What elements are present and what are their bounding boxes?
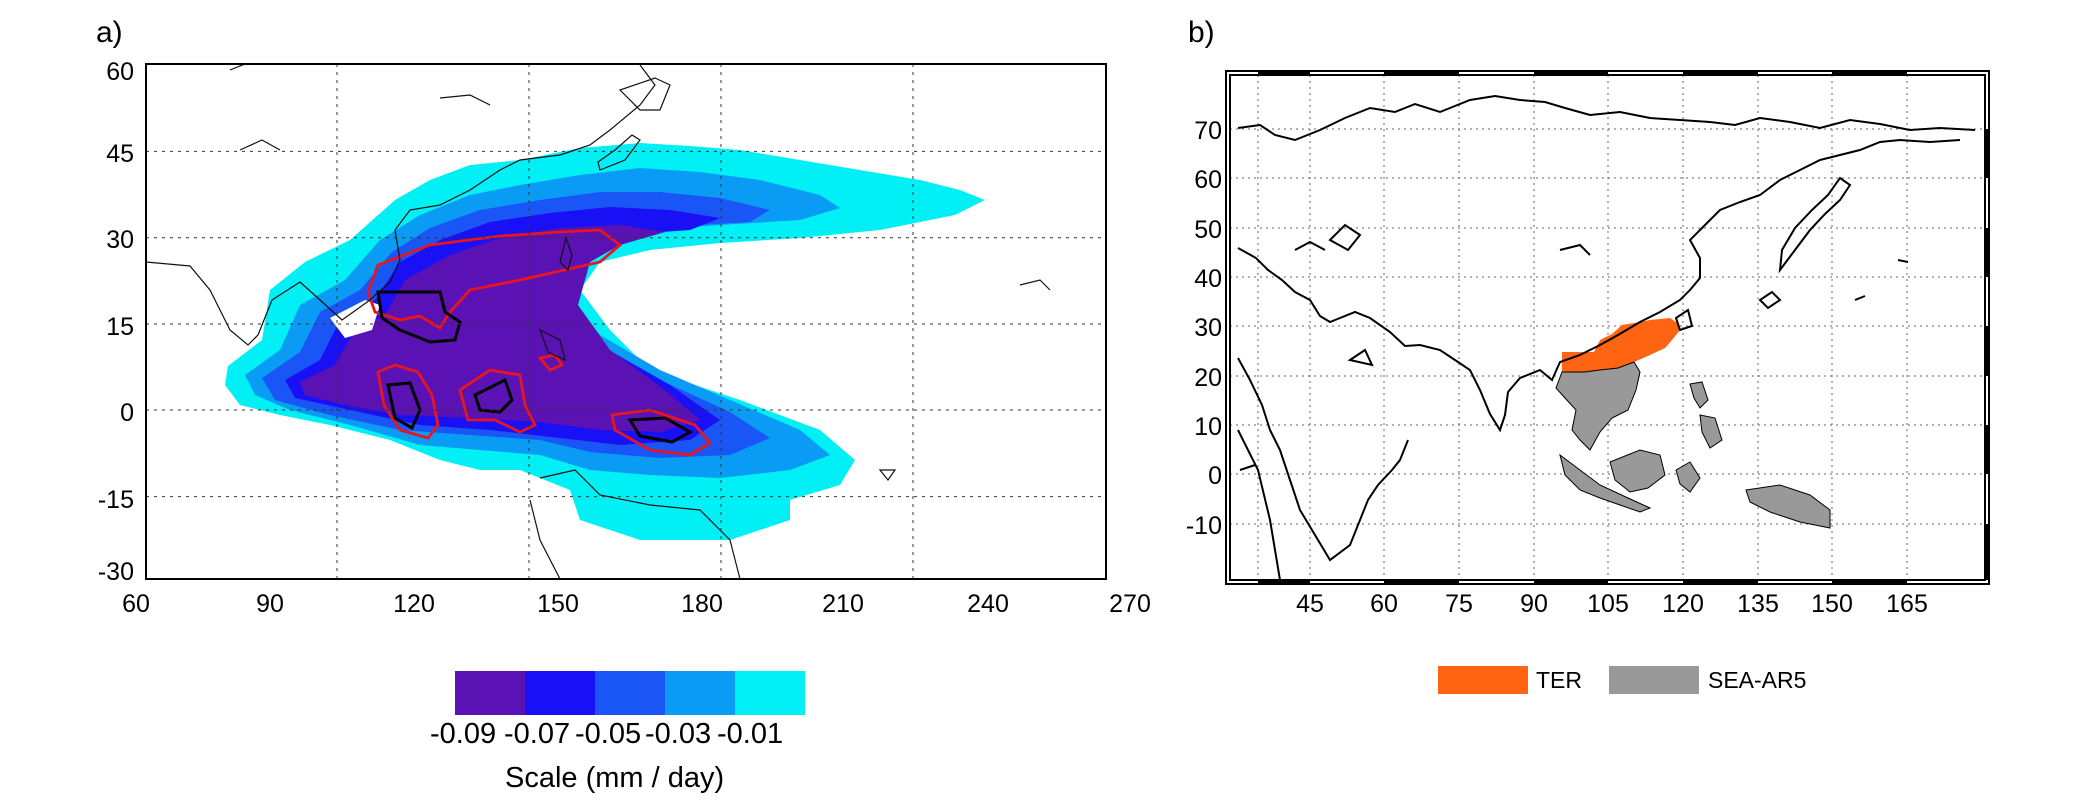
grid-b bbox=[1230, 75, 1985, 580]
panel-a-xtick: 180 bbox=[681, 590, 723, 618]
panel-b-ytick: 50 bbox=[1194, 216, 1222, 244]
inner-contours bbox=[376, 290, 694, 444]
panel-a-ytick: -30 bbox=[97, 558, 134, 586]
panel-b-ytick: 60 bbox=[1194, 166, 1222, 194]
panel-a-ytick: 0 bbox=[120, 399, 134, 427]
panel-b-xtick: 60 bbox=[1370, 590, 1398, 618]
panel-a-xtick: 120 bbox=[393, 590, 435, 618]
panel-a-frame bbox=[145, 63, 1107, 580]
legend-swatch-ter bbox=[1438, 666, 1528, 694]
panel-b-xtick: 75 bbox=[1445, 590, 1473, 618]
panel-a-xtick: 90 bbox=[256, 590, 284, 618]
coastlines-a bbox=[146, 64, 1051, 579]
colorbar-title: Scale (mm / day) bbox=[505, 762, 725, 794]
sea-ar5-region bbox=[1555, 361, 1831, 529]
panel-b-xtick: 135 bbox=[1737, 590, 1779, 618]
legend-label-ter: TER bbox=[1536, 667, 1582, 693]
legend-label-sea-ar5: SEA-AR5 bbox=[1708, 667, 1807, 693]
panel-b-ytick: -10 bbox=[1185, 512, 1222, 540]
colorbar-tick: -0.01 bbox=[717, 718, 784, 750]
panel-b-xtick: 45 bbox=[1296, 590, 1324, 618]
shading-level-0-09 bbox=[300, 225, 700, 432]
colorbar-tick: -0.07 bbox=[504, 718, 571, 750]
panel-b-border-ticks bbox=[1258, 70, 1990, 585]
legend-swatch-sea-ar5 bbox=[1609, 666, 1699, 694]
panel-b-ytick: 70 bbox=[1194, 117, 1222, 145]
panel-b-ytick: 0 bbox=[1208, 462, 1222, 490]
panel-b-xtick: 120 bbox=[1662, 590, 1704, 618]
panel-b-xtick: 150 bbox=[1811, 590, 1853, 618]
panel-b-ytick: 40 bbox=[1194, 265, 1222, 293]
colorbar-tick: -0.05 bbox=[575, 718, 642, 750]
coastlines-b bbox=[1237, 94, 1976, 580]
panel-a-xtick: 150 bbox=[537, 590, 579, 618]
ter-region bbox=[1562, 318, 1680, 372]
panel-b-xtick: 105 bbox=[1587, 590, 1629, 618]
panel-a-ytick: 60 bbox=[106, 58, 134, 86]
panel-a-ytick: -15 bbox=[97, 486, 134, 514]
grid-a bbox=[146, 64, 1106, 579]
panel-a-xtick: 240 bbox=[967, 590, 1009, 618]
panel-a-ytick: 45 bbox=[106, 140, 134, 168]
colorbar-tick: -0.03 bbox=[645, 718, 712, 750]
panel-a-xtick: 60 bbox=[122, 590, 150, 618]
panel-b-ytick: 30 bbox=[1194, 314, 1222, 342]
significance-contours bbox=[366, 228, 713, 457]
panel-a-xtick: 270 bbox=[1109, 590, 1151, 618]
panel-a-ytick: 30 bbox=[106, 226, 134, 254]
panel-b-xtick: 90 bbox=[1520, 590, 1548, 618]
panel-b-ytick: 20 bbox=[1194, 364, 1222, 392]
panel-a-ytick: 15 bbox=[106, 313, 134, 341]
panel-a-label: a) bbox=[96, 16, 123, 49]
colorbar-tick: -0.09 bbox=[430, 718, 497, 750]
panel-b-ytick: 10 bbox=[1194, 413, 1222, 441]
panel-b-label: b) bbox=[1188, 16, 1215, 49]
panel-b-xtick: 165 bbox=[1886, 590, 1928, 618]
panel-a-xtick: 210 bbox=[822, 590, 864, 618]
